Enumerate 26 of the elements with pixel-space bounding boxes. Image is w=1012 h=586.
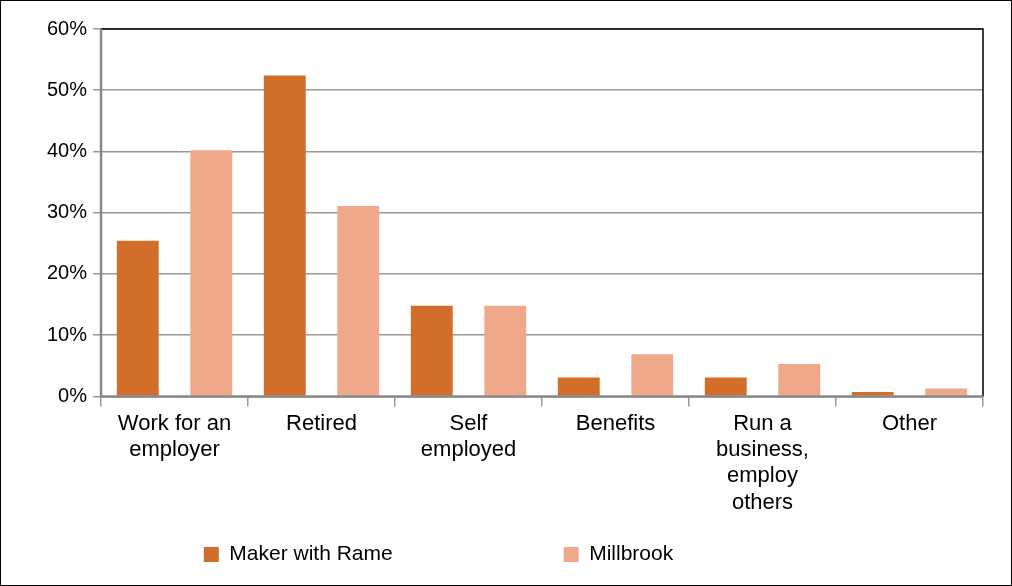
y-tick-label: 0% <box>58 383 88 406</box>
bar <box>263 75 306 396</box>
bar <box>337 205 380 396</box>
bar <box>778 363 821 396</box>
legend-label: Maker with Rame <box>229 541 540 565</box>
y-tick-label: 40% <box>47 138 88 161</box>
bar <box>557 377 600 396</box>
y-tick-label: 30% <box>47 200 88 223</box>
bar <box>631 354 674 396</box>
legend-label: Millbrook <box>589 541 821 565</box>
y-tick-label: 50% <box>47 77 88 100</box>
x-tick-label: Other <box>881 409 938 435</box>
y-tick-label: 10% <box>47 322 88 345</box>
y-tick-label: 20% <box>47 261 88 284</box>
bar <box>116 240 159 396</box>
x-tick-label: Work for an employer <box>117 409 232 462</box>
bar <box>484 305 527 396</box>
bar <box>410 305 453 396</box>
bar <box>704 377 747 396</box>
x-tick-label: Benefits <box>575 409 656 435</box>
bar <box>925 388 968 396</box>
bar <box>190 150 233 396</box>
y-tick-label: 60% <box>47 16 88 39</box>
x-tick-label: Self employed <box>420 409 517 462</box>
x-tick-label: Retired <box>286 409 357 435</box>
x-tick-label: Run a business, employ others <box>716 409 809 514</box>
